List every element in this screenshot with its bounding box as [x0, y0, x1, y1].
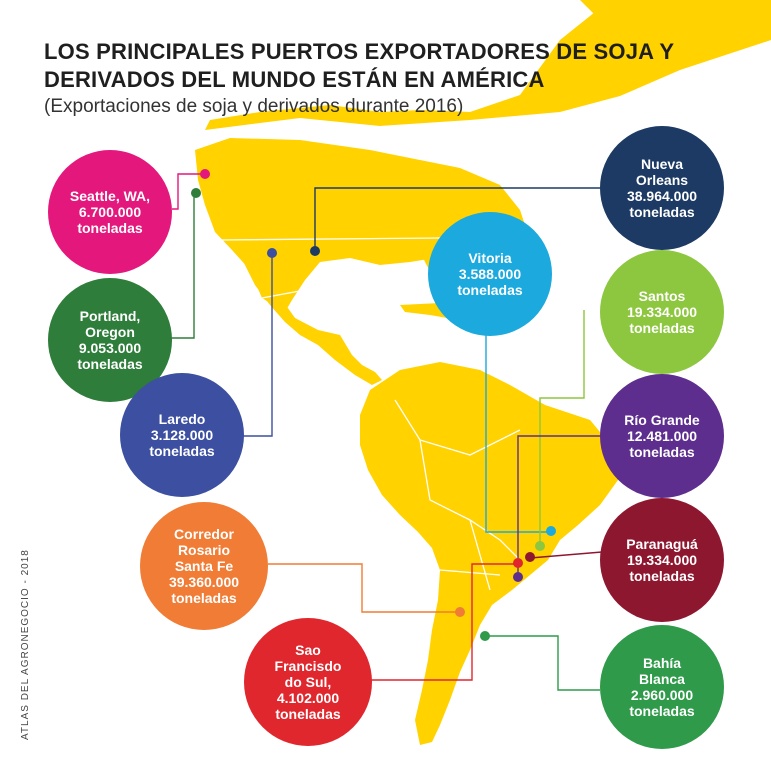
- country-borders: [219, 237, 521, 591]
- bubble-line: Oregon: [85, 324, 135, 340]
- port-markers: [191, 169, 556, 641]
- bubble-line: toneladas: [77, 220, 143, 236]
- seattle-port-dot: [200, 169, 210, 179]
- port-bubble-paranagua: Paranaguá 19.334.000 toneladas: [600, 498, 724, 622]
- paranagua-connector: [529, 551, 603, 559]
- bubble-line: 2.960.000: [630, 687, 694, 703]
- bahiablanca-port-dot: [480, 631, 490, 641]
- port-bubble-vitoria: Vitoria 3.588.000 toneladas: [428, 212, 552, 336]
- bubble-line: Corredor: [174, 526, 234, 542]
- bubble-line: toneladas: [275, 706, 341, 722]
- bubble-line: 38.964.000: [626, 188, 698, 204]
- bubble-line: Rosario: [177, 542, 231, 558]
- port-bubble-neworleans: Nueva Orleans 38.964.000 toneladas: [600, 126, 724, 250]
- rosario-connector: [268, 563, 458, 613]
- bubble-line: Blanca: [639, 671, 685, 687]
- laredo-connector: [240, 256, 273, 437]
- santos-port-dot: [535, 541, 545, 551]
- port-bubble-saofrancisco: Sao Francisdo do Sul, 4.102.000 tonelada…: [244, 618, 372, 746]
- santos-connector: [539, 310, 585, 546]
- riogrande-connector: [517, 435, 602, 576]
- bubble-line: toneladas: [629, 568, 695, 584]
- neworleans-port-dot: [310, 246, 320, 256]
- bubble-line: Orleans: [635, 172, 689, 188]
- bubble-line: Seattle, WA,: [69, 188, 151, 204]
- vitoria-port-dot: [546, 526, 556, 536]
- bubble-line: Santos: [638, 288, 686, 304]
- portland-port-dot: [191, 188, 201, 198]
- neworleans-connector: [314, 187, 602, 250]
- laredo-port-dot: [267, 248, 277, 258]
- bubble-line: Santa Fe: [174, 558, 234, 574]
- bubble-line: Portland,: [79, 308, 141, 324]
- bubble-line: 12.481.000: [626, 428, 698, 444]
- port-bubble-bahiablanca: Bahía Blanca 2.960.000 toneladas: [600, 625, 724, 749]
- central-america-landmass: [240, 255, 382, 385]
- bubble-line: 3.588.000: [458, 266, 522, 282]
- bubble-line: Paranaguá: [626, 536, 698, 552]
- bubble-line: Laredo: [158, 411, 206, 427]
- bahiablanca-connector: [486, 635, 600, 691]
- main-title: LOS PRINCIPALES PUERTOS EXPORTADORES DE …: [44, 39, 674, 92]
- bubble-line: toneladas: [171, 590, 237, 606]
- north-america-landmass: [195, 0, 771, 312]
- bubble-line: 4.102.000: [276, 690, 340, 706]
- bubble-line: do Sul,: [284, 674, 332, 690]
- bubble-line: 19.334.000: [626, 304, 698, 320]
- bubble-line: toneladas: [149, 443, 215, 459]
- bubble-line: 3.128.000: [150, 427, 214, 443]
- bubble-line: toneladas: [629, 320, 695, 336]
- credit-text: ATLAS DEL AGRONEGOCIO - 2018: [20, 549, 31, 740]
- bubble-line: 19.334.000: [626, 552, 698, 568]
- subtitle: (Exportaciones de soja y derivados duran…: [44, 96, 464, 117]
- paranagua-port-dot: [525, 552, 535, 562]
- port-bubble-rosario: Corredor Rosario Santa Fe 39.360.000 ton…: [140, 502, 268, 630]
- bubble-line: 6.700.000: [78, 204, 142, 220]
- bubble-line: 9.053.000: [78, 340, 142, 356]
- port-bubble-seattle: Seattle, WA, 6.700.000 toneladas: [48, 150, 172, 274]
- riogrande-port-dot: [513, 572, 523, 582]
- bubble-line: toneladas: [457, 282, 523, 298]
- saofrancisco-port-dot: [513, 558, 523, 568]
- bubble-line: Nueva: [640, 156, 684, 172]
- bubble-line: Francisdo: [274, 658, 342, 674]
- bubble-line: Sao: [295, 642, 321, 658]
- saofrancisco-connector: [350, 563, 518, 681]
- bubble-line: Bahía: [642, 655, 682, 671]
- greenland-landmass: [580, 0, 760, 60]
- port-bubble-santos: Santos 19.334.000 toneladas: [600, 250, 724, 374]
- bubble-line: toneladas: [629, 444, 695, 460]
- seattle-connector: [172, 173, 204, 210]
- bubble-line: Vitoria: [468, 250, 512, 266]
- bubble-line: Río Grande: [624, 412, 700, 428]
- bubble-line: toneladas: [629, 703, 695, 719]
- port-bubble-laredo: Laredo 3.128.000 toneladas: [120, 373, 244, 497]
- rosario-port-dot: [455, 607, 465, 617]
- bubble-line: 39.360.000: [168, 574, 240, 590]
- south-america-landmass: [360, 362, 618, 745]
- port-bubble-riogrande: Río Grande 12.481.000 toneladas: [600, 374, 724, 498]
- bubble-line: toneladas: [629, 204, 695, 220]
- bubble-line: toneladas: [77, 356, 143, 372]
- vitoria-connector: [485, 330, 550, 533]
